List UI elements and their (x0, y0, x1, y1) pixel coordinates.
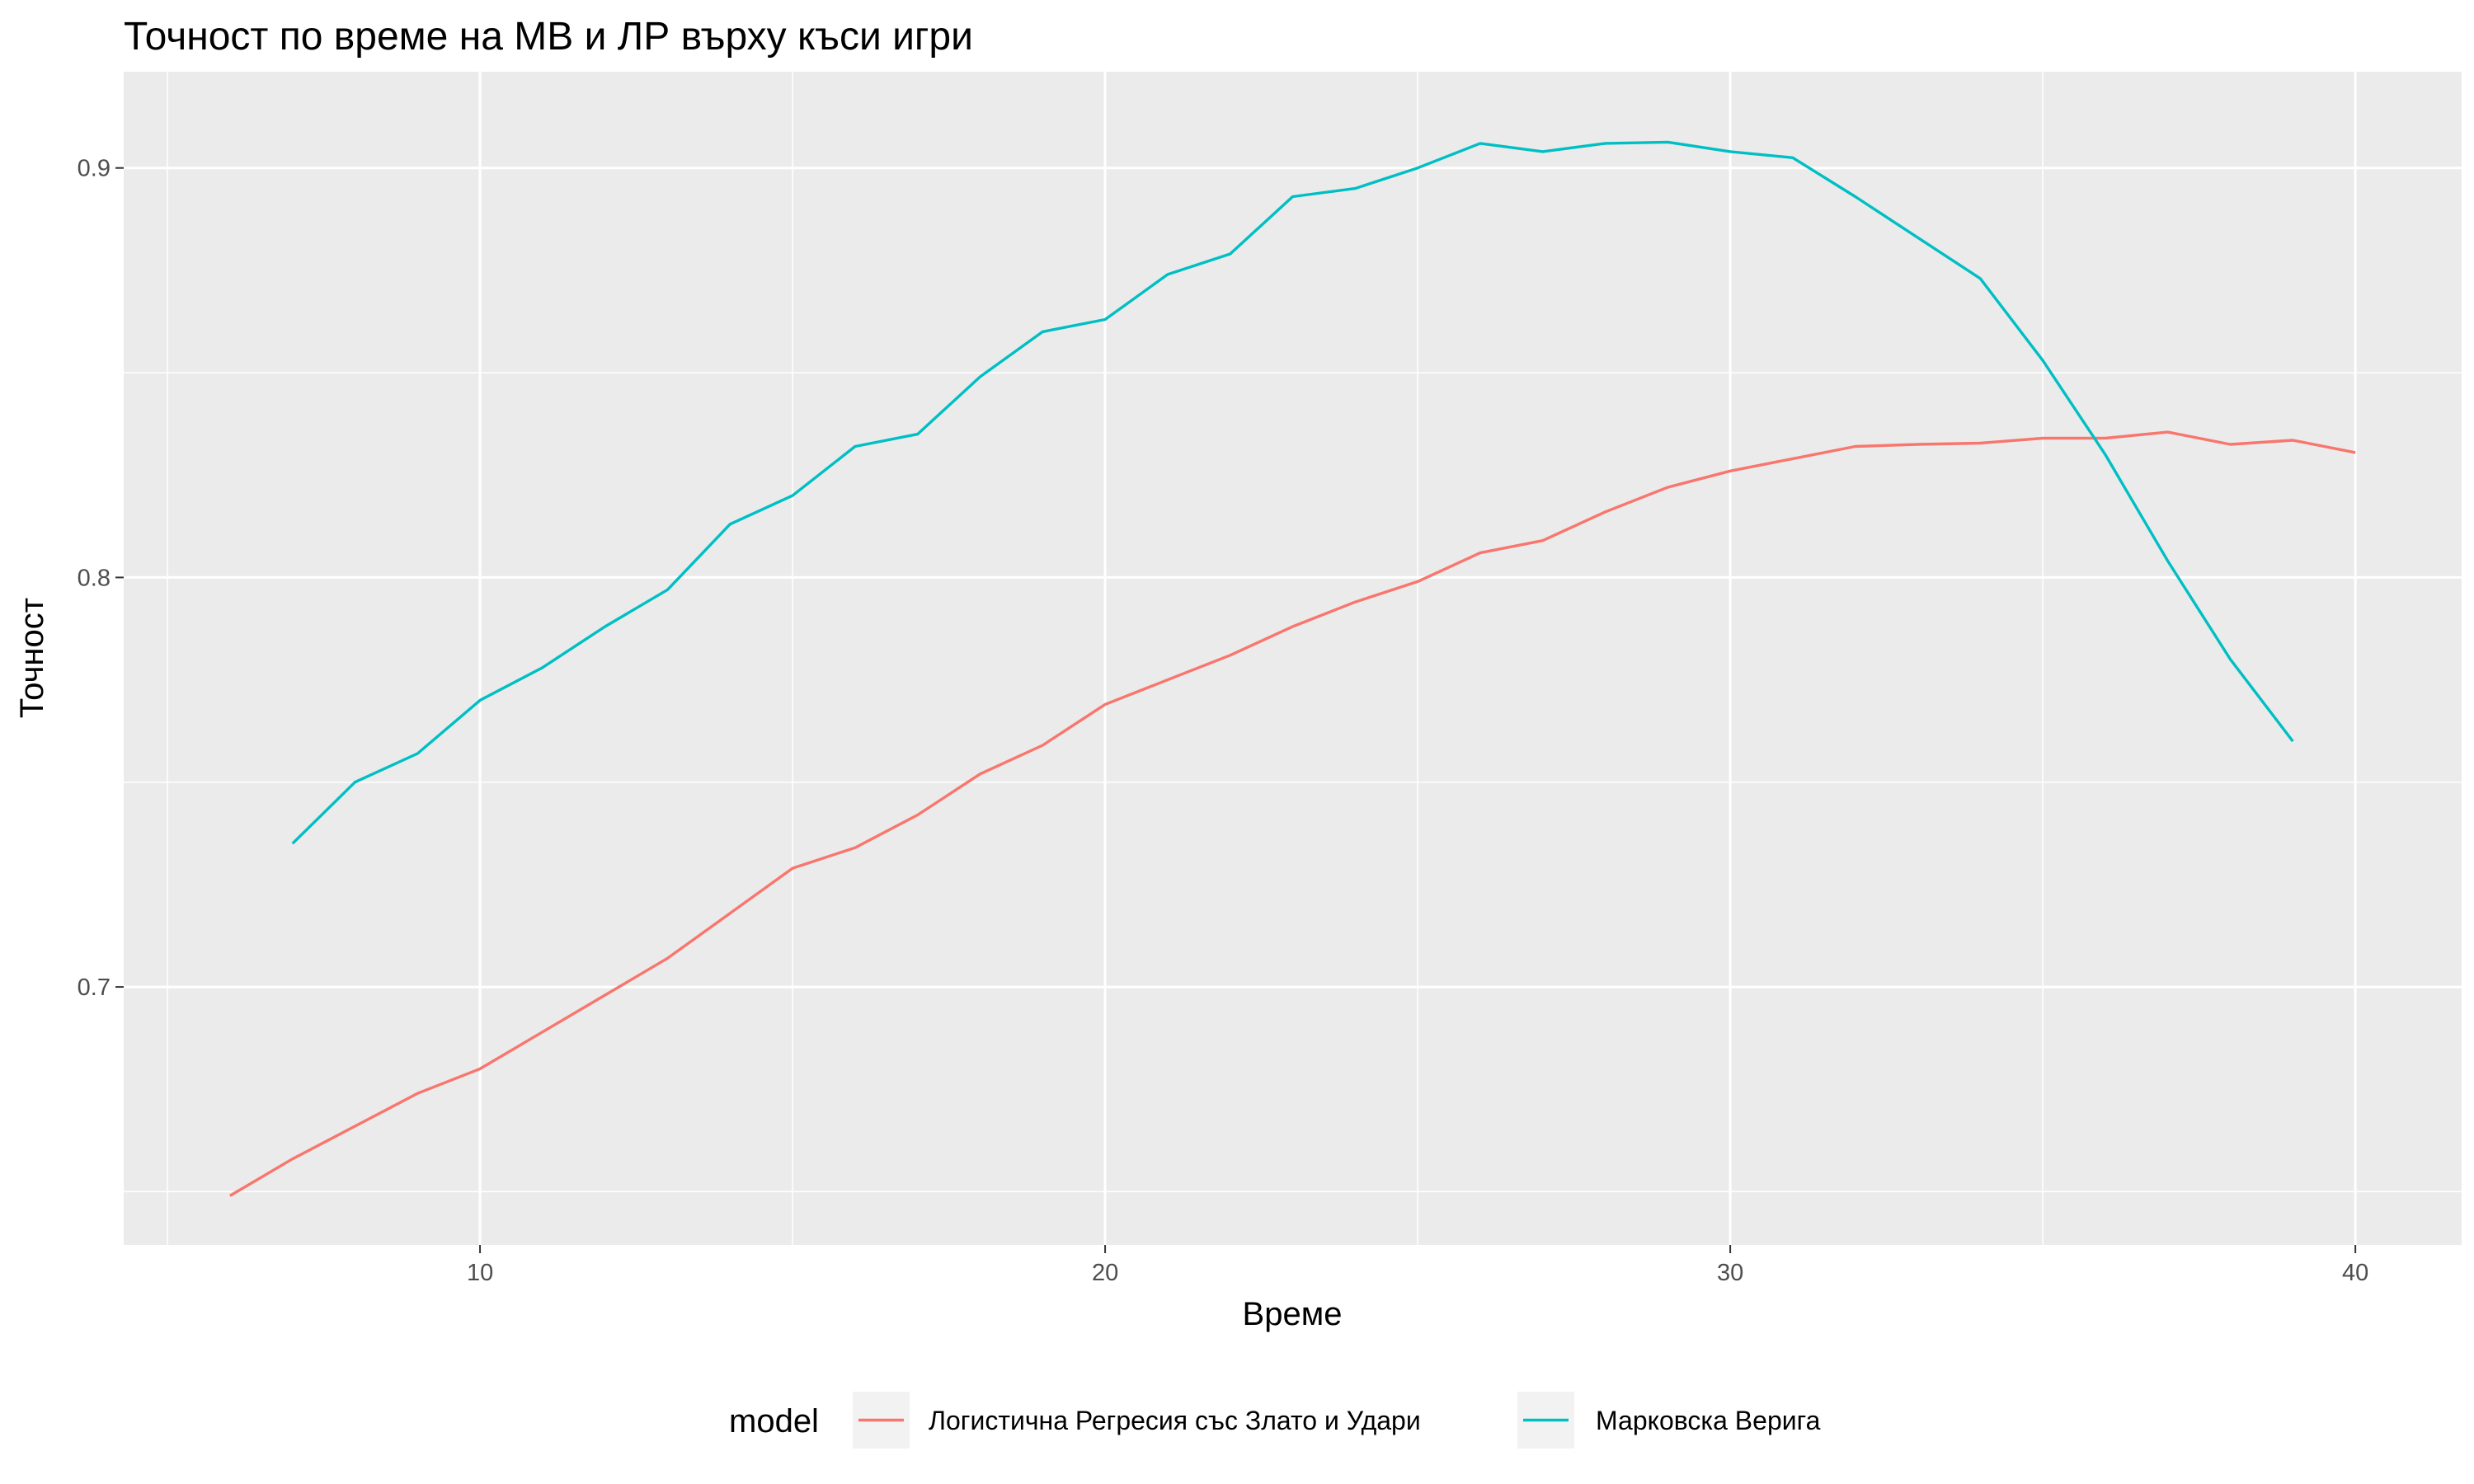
x-axis: 10 20 30 40 (467, 1245, 2368, 1286)
plot-panel (124, 72, 2462, 1245)
y-axis: 0.7 0.8 0.9 (78, 156, 124, 1001)
chart-title: Точност по време на МВ и ЛР върху къси и… (124, 15, 973, 59)
legend-label-1: Логистична Регресия със Злато и Удари (929, 1406, 1421, 1435)
x-tick-label: 10 (467, 1260, 493, 1286)
grid-minor (124, 72, 2462, 1245)
y-tick-label: 0.9 (78, 156, 111, 182)
y-axis-title: Точност (14, 598, 50, 718)
y-tick-label: 0.8 (78, 565, 111, 591)
legend-title: model (729, 1403, 819, 1439)
grid-major (124, 72, 2462, 1245)
x-tick-label: 20 (1092, 1260, 1118, 1286)
series-line-2 (291, 140, 2294, 845)
legend-label-2: Марковска Верига (1596, 1406, 1821, 1435)
series-line-1 (229, 430, 2356, 1197)
x-tick-label: 30 (1717, 1260, 1743, 1286)
x-axis-title: Време (1243, 1296, 1343, 1332)
legend: model Логистична Регресия със Злато и Уд… (729, 1392, 1821, 1449)
y-tick-label: 0.7 (78, 974, 111, 1001)
x-tick-label: 40 (2342, 1260, 2368, 1286)
series-lines (229, 140, 2356, 1197)
